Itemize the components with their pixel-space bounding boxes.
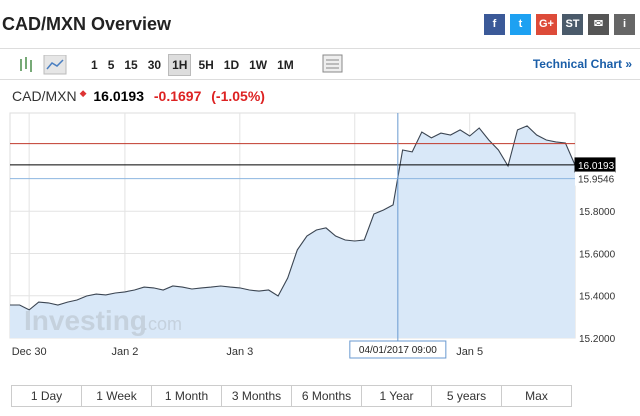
- range-button[interactable]: 1 Month: [151, 385, 222, 407]
- price-line: [10, 125, 576, 311]
- range-button[interactable]: 1 Year: [361, 385, 432, 407]
- crosshair-label-box: [349, 340, 447, 359]
- share-icon[interactable]: G+: [536, 14, 557, 35]
- y-tick-label: 15.4000: [579, 292, 616, 303]
- price-label: 16.0193: [578, 161, 615, 172]
- watermark: Investing: [24, 305, 147, 336]
- share-icon[interactable]: ST: [562, 14, 583, 35]
- interval-button[interactable]: 1H: [168, 54, 192, 76]
- interval-button[interactable]: 1M: [277, 58, 294, 72]
- range-button[interactable]: Max: [501, 385, 572, 407]
- interval-button[interactable]: 1W: [249, 58, 268, 72]
- interval-button[interactable]: 5: [107, 58, 115, 72]
- interval-button[interactable]: 5H: [198, 58, 214, 72]
- range-buttons: 1 Day 1 Week 1 Month 3 Months 6 Months 1 Year…: [11, 385, 572, 407]
- share-icon[interactable]: i: [614, 14, 635, 35]
- x-tick-label: Jan 5: [456, 346, 483, 358]
- chart: 15.2000 15.4000 15.6000 15.8000 Dec 30 Jan 2 J…: [9, 112, 616, 359]
- x-tick-label: Dec 30: [12, 346, 47, 358]
- y-tick-label: 15.6000: [579, 249, 616, 260]
- x-tick-label: Jan 2: [111, 346, 138, 358]
- down-marker: ◆: [79, 88, 87, 98]
- interval-button[interactable]: 1: [91, 58, 98, 72]
- range-button[interactable]: 5 years: [431, 385, 502, 407]
- range-button[interactable]: 6 Months: [291, 385, 362, 407]
- watermark-suffix: .com: [143, 314, 182, 334]
- technical-chart-link[interactable]: Technical Chart »: [532, 57, 632, 71]
- title: CAD/MXN Overview: [2, 14, 172, 34]
- change: -0.1697: [153, 88, 202, 104]
- y-tick-label: 15.8000: [579, 207, 616, 218]
- price-label: 15.9546: [578, 175, 615, 186]
- interval-buttons: 1 5 15 30 1H 5H 1D 1W 1M: [88, 54, 301, 76]
- share-icons: f t G+ ST ✉ i: [484, 14, 635, 35]
- y-tick-label: 15.2000: [579, 334, 616, 345]
- share-icon[interactable]: f: [484, 14, 505, 35]
- interval-button[interactable]: 30: [147, 58, 162, 72]
- share-icon[interactable]: t: [510, 14, 531, 35]
- price: 16.0193: [93, 88, 144, 104]
- crosshair-label: 04/01/2017 09:00: [359, 345, 437, 356]
- range-button[interactable]: 1 Day: [11, 385, 82, 407]
- interval-button[interactable]: 1D: [223, 58, 240, 72]
- chart-type-icons: [20, 55, 67, 75]
- range-button[interactable]: 3 Months: [221, 385, 292, 407]
- change-pct: (-1.05%): [211, 88, 265, 104]
- price-label-box: [575, 171, 615, 186]
- x-tick-label: Jan 3: [226, 346, 253, 358]
- range-button[interactable]: 1 Week: [81, 385, 152, 407]
- quote: CAD/MXN ◆ 16.0193 -0.1697 (-1.05%): [12, 88, 265, 104]
- toolbar: 1 5 15 30 1H 5H 1D 1W 1M Technical Chart »: [0, 48, 640, 80]
- settings-icon[interactable]: [322, 54, 344, 74]
- interval-button[interactable]: 15: [124, 58, 138, 72]
- share-icon[interactable]: ✉: [588, 14, 609, 35]
- symbol: CAD/MXN: [12, 88, 77, 104]
